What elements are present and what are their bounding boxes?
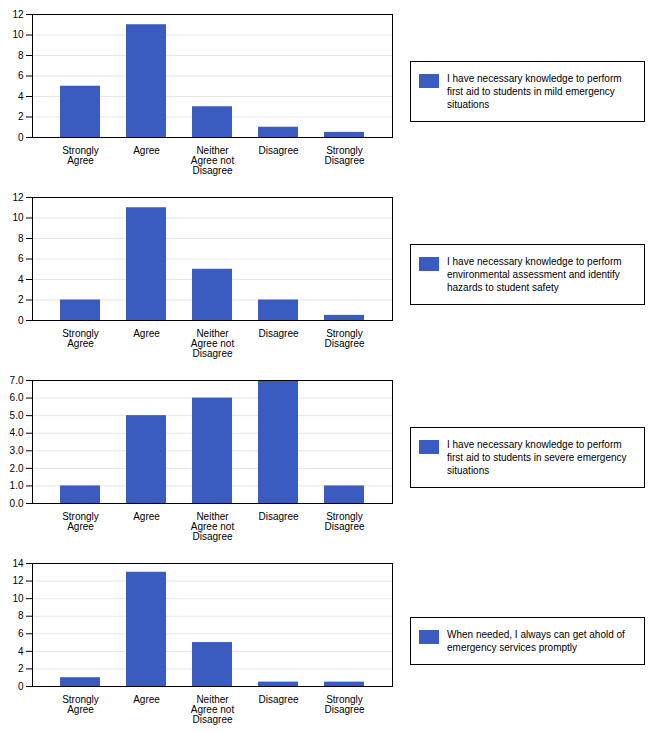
svg-text:2.0: 2.0	[10, 463, 24, 474]
svg-text:10: 10	[12, 593, 24, 604]
svg-text:StronglyDisagree: StronglyDisagree	[324, 328, 364, 349]
svg-text:Disagree: Disagree	[258, 694, 298, 705]
svg-text:4: 4	[18, 646, 24, 657]
svg-text:12: 12	[12, 192, 24, 203]
html-text:I have necessary knowledge to: I have necessary knowledge to perform en…	[447, 256, 622, 293]
svg-text:StronglyDisagree: StronglyDisagree	[324, 511, 364, 532]
html-text:I have necessary knowledge to: I have necessary knowledge to perform fi…	[447, 73, 622, 110]
svg-text:2: 2	[18, 111, 24, 122]
svg-text:8: 8	[18, 50, 24, 61]
svg-text:Agree: Agree	[133, 694, 160, 705]
svg-text:Disagree: Disagree	[258, 328, 298, 339]
svg-text:Agree: Agree	[133, 145, 160, 156]
svg-text:0: 0	[18, 315, 24, 326]
svg-text:0.0: 0.0	[10, 498, 24, 509]
svg-text:8: 8	[18, 610, 24, 621]
svg-text:StronglyAgree: StronglyAgree	[62, 511, 99, 532]
svg-text:10: 10	[12, 29, 24, 40]
svg-text:NeitherAgree notDisagree: NeitherAgree notDisagree	[191, 145, 235, 176]
svg-text:12: 12	[12, 9, 24, 20]
svg-text:6.0: 6.0	[10, 392, 24, 403]
svg-text:4: 4	[18, 274, 24, 285]
svg-text:7.0: 7.0	[10, 375, 24, 386]
svg-text:StronglyDisagree: StronglyDisagree	[324, 694, 364, 715]
svg-text:StronglyAgree: StronglyAgree	[62, 694, 99, 715]
svg-text:8: 8	[18, 233, 24, 244]
svg-text:1.0: 1.0	[10, 480, 24, 491]
svg-text:4: 4	[18, 91, 24, 102]
svg-text:12: 12	[12, 575, 24, 586]
svg-text:0: 0	[18, 132, 24, 143]
svg-text:StronglyDisagree: StronglyDisagree	[324, 145, 364, 166]
svg-text:Agree: Agree	[133, 511, 160, 522]
svg-text:StronglyAgree: StronglyAgree	[62, 328, 99, 349]
html-text:When needed, I always can get: When needed, I always can get ahold of e…	[447, 628, 625, 653]
svg-text:5.0: 5.0	[10, 410, 24, 421]
html-text:I have necessary knowledge to: I have necessary knowledge to perform fi…	[447, 439, 627, 476]
svg-text:14: 14	[12, 558, 24, 569]
svg-text:4.0: 4.0	[10, 427, 24, 438]
svg-text:NeitherAgree notDisagree: NeitherAgree notDisagree	[191, 694, 235, 725]
svg-text:10: 10	[12, 212, 24, 223]
svg-text:6: 6	[18, 70, 24, 81]
svg-text:Disagree: Disagree	[258, 145, 298, 156]
svg-text:NeitherAgree notDisagree: NeitherAgree notDisagree	[191, 511, 235, 542]
svg-text:3.0: 3.0	[10, 445, 24, 456]
svg-text:0: 0	[18, 681, 24, 692]
svg-text:StronglyAgree: StronglyAgree	[62, 145, 99, 166]
svg-text:6: 6	[18, 628, 24, 639]
svg-text:Disagree: Disagree	[258, 511, 298, 522]
svg-text:6: 6	[18, 253, 24, 264]
svg-text:NeitherAgree notDisagree: NeitherAgree notDisagree	[191, 328, 235, 359]
svg-text:Agree: Agree	[133, 328, 160, 339]
svg-text:2: 2	[18, 663, 24, 674]
svg-text:2: 2	[18, 294, 24, 305]
